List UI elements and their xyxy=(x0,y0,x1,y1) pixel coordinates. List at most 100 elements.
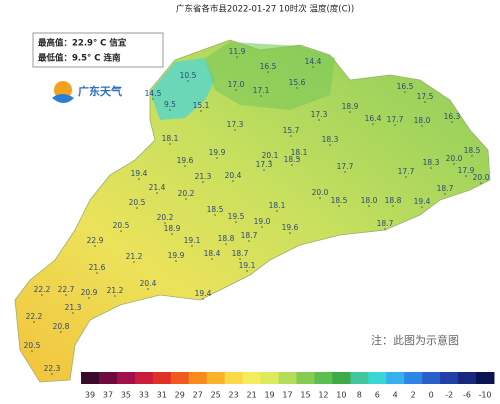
legend-swatch xyxy=(81,372,100,384)
station-dot xyxy=(88,297,90,299)
station-value: 18.5 xyxy=(331,196,348,205)
legend-swatch xyxy=(350,372,369,384)
station-dot xyxy=(394,124,396,126)
station-value: 17.7 xyxy=(398,167,415,176)
station-dot xyxy=(200,110,202,112)
legend-label: 17 xyxy=(282,391,292,400)
station-dot xyxy=(318,119,320,121)
station-dot xyxy=(290,135,292,137)
station-dot xyxy=(480,182,482,184)
station-value: 16.3 xyxy=(444,112,461,121)
station-dot xyxy=(211,258,213,260)
station-dot xyxy=(424,101,426,103)
station-value: 19.4 xyxy=(131,169,148,178)
station-dot xyxy=(291,164,293,166)
station-dot xyxy=(136,207,138,209)
station-dot xyxy=(175,260,177,262)
legend-swatch xyxy=(422,372,441,384)
station-dot xyxy=(263,169,265,171)
station-value: 18.0 xyxy=(361,196,378,205)
station-value: 17.0 xyxy=(228,80,245,89)
station-value: 20.0 xyxy=(312,188,329,197)
station-value: 17.1 xyxy=(253,86,270,95)
legend-label: 21 xyxy=(246,391,256,400)
station-value: 19.1 xyxy=(184,236,201,245)
legend-swatch xyxy=(116,372,136,384)
legend-label: 4 xyxy=(393,391,398,400)
station-value: 22.9 xyxy=(87,236,104,245)
legend-label: 19 xyxy=(264,391,274,400)
station-value: 20.4 xyxy=(140,279,157,288)
legend-label: 35 xyxy=(121,391,131,400)
station-value: 18.3 xyxy=(322,135,339,144)
legend-label: 0 xyxy=(429,391,434,400)
station-value: 18.1 xyxy=(162,134,179,143)
station-dot xyxy=(147,288,149,290)
station-value: 18.0 xyxy=(414,116,431,125)
station-value: 22.2 xyxy=(26,312,43,321)
station-dot xyxy=(31,350,33,352)
station-value: 16.4 xyxy=(365,114,382,123)
station-value: 18.5 xyxy=(284,155,301,164)
station-value: 17.7 xyxy=(337,162,354,171)
station-value: 18.5 xyxy=(207,205,224,214)
station-dot xyxy=(246,270,248,272)
legend-swatch xyxy=(476,372,495,384)
station-dot xyxy=(187,80,189,82)
station-dot xyxy=(60,331,62,333)
station-dot xyxy=(267,71,269,73)
station-dot xyxy=(235,221,237,223)
station-value: 17.7 xyxy=(387,115,404,124)
station-dot xyxy=(72,312,74,314)
station-dot xyxy=(33,321,35,323)
legend-swatch xyxy=(458,372,477,384)
station-value: 17.3 xyxy=(311,110,328,119)
station-dot xyxy=(465,175,467,177)
station-dot xyxy=(421,206,423,208)
station-dot xyxy=(344,171,346,173)
legend-label: 33 xyxy=(139,391,149,400)
station-value: 18.8 xyxy=(218,234,235,243)
station-value: 21.4 xyxy=(149,183,166,192)
title: 广东省各市县2022-01-27 10时次 温度(度(C)) xyxy=(176,4,354,15)
logo-text: 广东天气 xyxy=(78,84,122,98)
min-info: 最低值：9.5° C 连南 xyxy=(38,53,121,64)
station-dot xyxy=(248,240,250,242)
legend-swatch xyxy=(98,372,118,384)
station-value: 19.6 xyxy=(282,223,299,232)
station-dot xyxy=(289,232,291,234)
station-dot xyxy=(214,214,216,216)
station-dot xyxy=(152,98,154,100)
station-dot xyxy=(202,298,204,300)
station-dot xyxy=(260,95,262,97)
station-value: 16.5 xyxy=(260,62,277,71)
legend-swatch xyxy=(224,372,244,384)
station-value: 20.0 xyxy=(446,154,463,163)
station-dot xyxy=(329,144,331,146)
station-value: 18.1 xyxy=(269,201,286,210)
station-dot xyxy=(138,178,140,180)
legend-swatch xyxy=(206,372,226,384)
station-value: 20.5 xyxy=(113,221,130,230)
station-dot xyxy=(164,222,166,224)
station-value: 18.7 xyxy=(377,219,394,228)
station-value: 22.2 xyxy=(34,285,51,294)
station-value: 15.7 xyxy=(283,126,300,135)
station-value: 21.3 xyxy=(65,303,82,312)
station-value: 20.8 xyxy=(53,322,70,331)
legend-label: 25 xyxy=(211,391,221,400)
station-dot xyxy=(94,245,96,247)
legend-swatch xyxy=(188,372,208,384)
station-value: 20.9 xyxy=(81,288,98,297)
station-value: 18.9 xyxy=(342,102,359,111)
station-value: 19.6 xyxy=(177,156,194,165)
station-dot xyxy=(120,230,122,232)
station-dot xyxy=(96,272,98,274)
station-value: 20.0 xyxy=(473,173,490,182)
station-dot xyxy=(444,193,446,195)
cool-zone xyxy=(205,42,335,110)
note: 注：此图为示意图 xyxy=(371,333,459,347)
station-value: 21.2 xyxy=(126,252,143,261)
legend-label: 15 xyxy=(300,391,310,400)
